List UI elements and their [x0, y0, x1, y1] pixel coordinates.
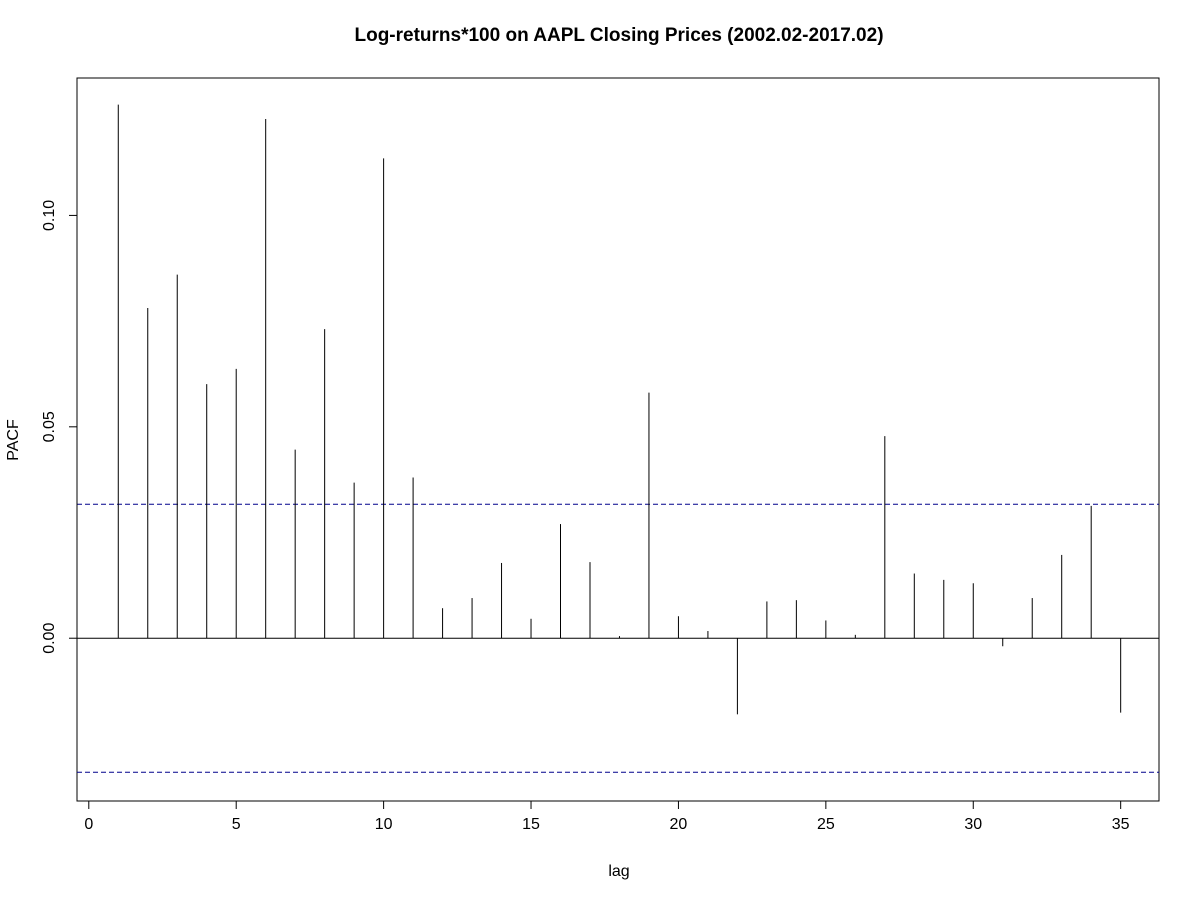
x-tick-label: 10: [375, 816, 393, 833]
y-axis: 0.00 0.05 0.10: [41, 200, 78, 654]
y-tick-label: 0.10: [41, 200, 58, 231]
x-axis-label: lag: [608, 863, 629, 880]
x-tick-label: 25: [817, 816, 835, 833]
pacf-bars: [117, 104, 1122, 715]
x-tick-label: 30: [964, 816, 982, 833]
y-tick-label: 0.00: [41, 623, 58, 654]
x-axis: 0 5 10 15 20 25 30 35: [84, 800, 1130, 833]
x-tick-label: 0: [84, 816, 93, 833]
x-tick-label: 20: [670, 816, 688, 833]
plot-frame: [76, 77, 1160, 802]
chart-title: Log-returns*100 on AAPL Closing Prices (…: [354, 25, 883, 46]
y-axis-label: PACF: [5, 419, 22, 461]
x-tick-label: 5: [232, 816, 241, 833]
x-tick-label: 35: [1112, 816, 1130, 833]
y-tick-label: 0.05: [41, 411, 58, 442]
confidence-lines: [77, 503, 1159, 773]
x-tick-label: 15: [522, 816, 540, 833]
